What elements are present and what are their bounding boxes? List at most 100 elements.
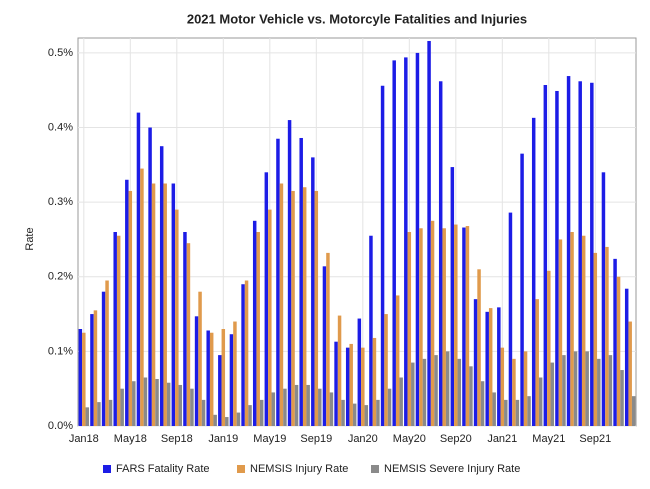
bar [469,366,473,426]
bar [148,127,152,427]
bar [236,412,241,426]
bar [128,190,133,426]
bar [581,235,586,426]
legend-swatch [237,465,245,473]
bar [515,399,520,426]
bar [608,355,613,426]
bar [527,396,531,426]
bar [357,318,362,426]
x-tick-label: Jan21 [487,433,517,445]
bar [550,362,555,426]
bar [349,343,353,426]
bar [422,358,427,426]
bar [566,76,571,427]
bar [454,224,458,426]
bar [477,269,481,426]
bar [462,227,466,426]
bar [108,399,113,426]
x-tick-label: Sep18 [161,433,193,445]
bar [442,228,446,426]
bar [480,381,485,426]
bar [508,212,513,426]
bar [562,355,566,426]
bar [457,358,462,426]
bar [531,117,536,426]
legend-swatch [371,465,379,473]
bar [395,295,400,426]
bar [434,355,438,426]
bar [201,399,206,426]
bar [283,388,287,426]
bar [252,220,257,426]
bar [380,85,385,426]
bar [601,172,606,426]
bar [616,276,621,426]
x-tick-label: Jan20 [348,433,378,445]
bar [605,246,609,426]
bar [241,284,245,426]
bar [155,378,159,426]
bar [93,310,98,426]
bar [488,308,493,426]
y-tick-label: 0.4% [48,121,73,133]
bar [244,280,249,426]
bar [229,334,234,426]
bar [387,388,392,426]
bar [555,90,559,426]
plot-area [77,37,637,427]
legend-label: NEMSIS Severe Injury Rate [384,463,520,475]
bar [613,258,617,426]
bar [287,120,292,427]
x-tick-label: Sep20 [440,433,472,445]
x-tick-label: May21 [532,433,565,445]
bar [190,388,194,426]
bar [337,315,342,426]
bar [547,270,551,426]
bar [628,321,632,426]
bar [590,82,594,427]
bar [334,341,338,426]
bar [535,299,539,426]
bar [271,392,276,426]
bar [183,232,187,426]
bar [345,347,350,426]
bar [585,351,589,426]
bar [500,347,505,426]
bar [198,291,202,426]
x-tick-label: May19 [253,433,286,445]
bar [631,396,636,426]
bar [166,382,171,426]
bar [497,307,501,426]
bar [311,157,315,426]
bar [573,351,578,426]
legend-label: FARS Fatality Rate [116,463,210,475]
bar [213,414,217,426]
chart-title: 2021 Motor Vehicle vs. Motorcyle Fatalit… [187,11,527,26]
bar [132,381,136,426]
bar [268,209,272,426]
bar [178,384,183,426]
bar [194,316,199,426]
bar [85,407,90,426]
bar [97,402,101,426]
x-tick-label: Sep19 [300,433,332,445]
legend-swatch [103,465,111,473]
bar [445,351,450,426]
x-tick-label: May20 [393,433,426,445]
bar [221,329,226,426]
bar [492,392,496,426]
bar [341,399,345,426]
bar [90,314,94,426]
bar [384,314,388,426]
bar [78,329,83,426]
bar [329,392,334,426]
bar [159,146,164,426]
bar [372,337,377,426]
bar [364,405,369,426]
bar [125,179,129,426]
y-tick-label: 0.3% [48,196,73,208]
bar [116,235,121,426]
bar [593,252,598,426]
bar [419,228,423,426]
bar [306,384,310,426]
